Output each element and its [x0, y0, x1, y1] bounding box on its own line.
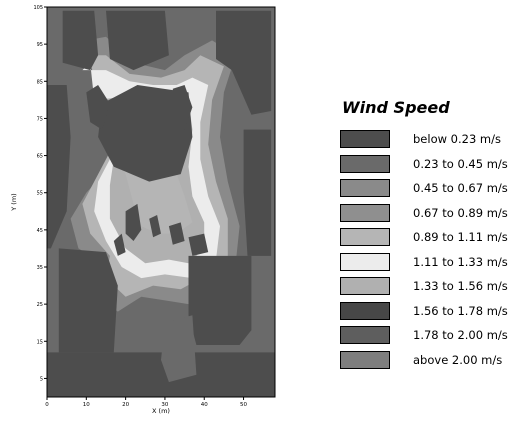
central-patch-4 — [188, 233, 209, 256]
x-tick-label-20: 20 — [122, 402, 129, 408]
x-tick-label-0: 0 — [45, 402, 49, 408]
y-tick-label-105: 105 — [33, 5, 43, 11]
x-tick-label-50: 50 — [240, 402, 247, 408]
y-tick-label-95: 95 — [37, 42, 43, 48]
legend-swatch — [340, 301, 390, 320]
central-patch-1 — [125, 203, 142, 241]
x-tick-label-10: 10 — [83, 402, 90, 408]
plot-frame — [46, 6, 276, 398]
legend-item: 0.67 to 0.89 m/s — [340, 201, 516, 226]
y-axis-label: Y (m) — [10, 193, 18, 211]
legend-item: 0.89 to 1.11 m/s — [340, 225, 516, 250]
building-southwest — [58, 248, 118, 353]
building-north-right — [216, 10, 272, 115]
legend-label: 0.23 to 0.45 m/s — [413, 156, 508, 171]
legend-swatch — [340, 350, 390, 369]
legend-item: 1.78 to 2.00 m/s — [340, 323, 516, 348]
legend-swatch — [340, 277, 390, 296]
y-tick-label-25: 25 — [37, 302, 43, 308]
vortex-east — [172, 85, 193, 130]
legend-swatch — [340, 203, 390, 222]
x-tick-label-30: 30 — [161, 402, 168, 408]
legend-title: Wind Speed — [342, 98, 450, 117]
y-tick-label-65: 65 — [37, 154, 43, 160]
central-patch-3 — [168, 222, 185, 245]
legend-label: 1.11 to 1.33 m/s — [413, 254, 508, 269]
y-tick-label-35: 35 — [37, 265, 43, 271]
legend-item: below 0.23 m/s — [340, 127, 516, 152]
legend-item: 1.11 to 1.33 m/s — [340, 250, 516, 275]
legend-label: 1.33 to 1.56 m/s — [413, 279, 508, 294]
x-axis-label: X (m) — [152, 407, 170, 415]
legend-swatch — [340, 154, 390, 173]
central-patch-2 — [149, 215, 161, 238]
legend-label: 1.78 to 2.00 m/s — [413, 328, 508, 343]
legend-list: below 0.23 m/s 0.23 to 0.45 m/s 0.45 to 0.… — [340, 127, 516, 372]
building-southeast — [188, 255, 252, 345]
legend-label: 0.67 to 0.89 m/s — [413, 205, 508, 220]
vortex-west — [86, 85, 110, 130]
y-tick-label-5: 5 — [40, 376, 43, 382]
legend: Wind Speed below 0.23 m/s 0.23 to 0.45 m/… — [340, 98, 516, 372]
legend-item: 0.45 to 0.67 m/s — [340, 176, 516, 201]
building-east — [243, 129, 272, 256]
legend-swatch — [340, 252, 390, 271]
building-north-left — [62, 10, 99, 71]
legend-item: 0.23 to 0.45 m/s — [340, 152, 516, 177]
legend-label: below 0.23 m/s — [413, 132, 501, 147]
legend-swatch — [340, 228, 390, 247]
legend-label: 0.89 to 1.11 m/s — [413, 230, 508, 245]
legend-item: 1.56 to 1.78 m/s — [340, 299, 516, 324]
legend-item: above 2.00 m/s — [340, 348, 516, 373]
y-tick-label-45: 45 — [37, 228, 43, 234]
legend-item: 1.33 to 1.56 m/s — [340, 274, 516, 299]
building-west — [47, 85, 71, 249]
legend-swatch — [340, 179, 390, 198]
south-gap-wake — [161, 315, 197, 383]
y-tick-label-55: 55 — [37, 191, 43, 197]
legend-swatch — [340, 130, 390, 149]
y-tick-label-75: 75 — [37, 116, 43, 122]
central-patch-5 — [113, 233, 126, 256]
south-strip — [47, 352, 275, 397]
y-tick-label-85: 85 — [37, 79, 43, 85]
legend-label: 0.45 to 0.67 m/s — [413, 181, 508, 196]
building-north-mid — [106, 10, 169, 71]
legend-swatch — [340, 326, 390, 345]
legend-label: above 2.00 m/s — [413, 352, 503, 367]
legend-label: 1.56 to 1.78 m/s — [413, 303, 508, 318]
x-tick-label-40: 40 — [201, 402, 208, 408]
y-tick-label-15: 15 — [37, 339, 43, 345]
wake-center-core — [98, 85, 193, 182]
